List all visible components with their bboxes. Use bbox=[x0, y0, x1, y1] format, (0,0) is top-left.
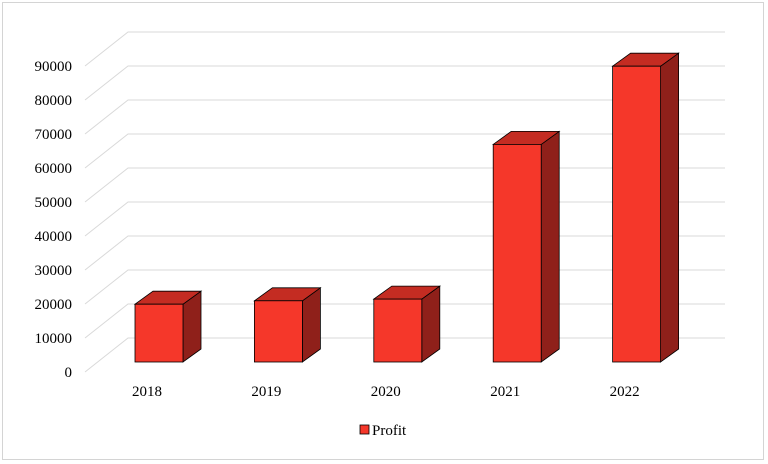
x-tick-label: 2021 bbox=[490, 384, 520, 400]
bar-2018 bbox=[133, 290, 203, 363]
x-tick-label: 2020 bbox=[371, 384, 401, 400]
legend-label-profit: Profit bbox=[372, 423, 407, 439]
gridline bbox=[84, 65, 725, 101]
x-tick-label: 2022 bbox=[610, 384, 640, 400]
bar-front bbox=[612, 65, 661, 363]
y-tick-label: 60000 bbox=[35, 161, 73, 177]
bar-side bbox=[660, 52, 679, 363]
y-axis-ticks: 0 10000 20000 30000 40000 50000 60000 70000 8000… bbox=[35, 59, 73, 381]
y-tick-label: 90000 bbox=[35, 59, 73, 75]
y-tick-label: 70000 bbox=[35, 127, 73, 143]
bar-side bbox=[540, 130, 560, 363]
y-tick-label: 20000 bbox=[35, 297, 73, 313]
legend: Profit bbox=[359, 423, 407, 439]
y-tick-label: 50000 bbox=[35, 195, 73, 211]
x-tick-label: 2019 bbox=[251, 384, 281, 400]
y-tick-label: 10000 bbox=[35, 331, 73, 347]
x-axis-ticks: 2018 2019 2020 2021 2022 bbox=[132, 384, 640, 400]
bar-front bbox=[373, 298, 423, 363]
x-tick-label: 2018 bbox=[132, 384, 162, 400]
bar-front bbox=[253, 300, 303, 363]
y-tick-label: 40000 bbox=[35, 229, 73, 245]
bar-2022 bbox=[611, 52, 680, 363]
bar-2019 bbox=[253, 287, 322, 363]
bar-2020 bbox=[372, 285, 442, 363]
bars-layer bbox=[133, 52, 680, 363]
y-tick-label: 80000 bbox=[35, 93, 73, 109]
gridline bbox=[84, 99, 725, 135]
bar-front bbox=[134, 303, 184, 363]
y-tick-label: 0 bbox=[65, 365, 73, 381]
bar-front bbox=[492, 143, 542, 363]
legend-swatch-profit bbox=[359, 424, 370, 435]
y-tick-label: 30000 bbox=[35, 263, 73, 279]
gridline bbox=[84, 31, 725, 67]
bar-2021 bbox=[491, 130, 561, 363]
